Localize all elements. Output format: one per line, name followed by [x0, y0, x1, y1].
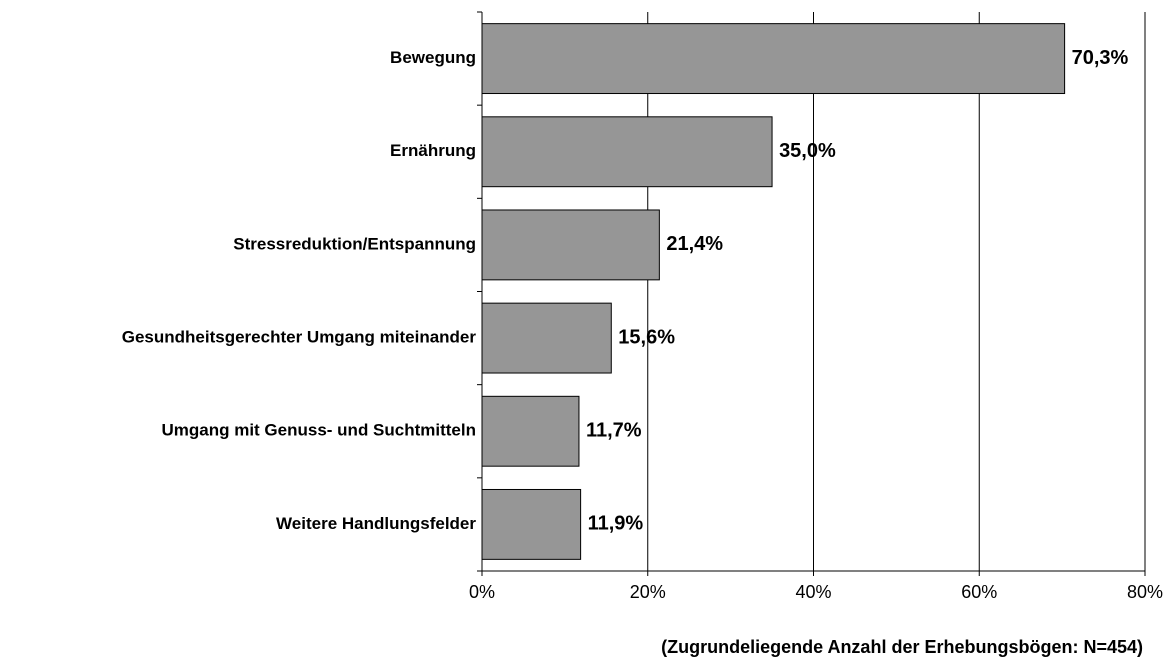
value-label: 35,0% — [779, 140, 836, 162]
value-label: 15,6% — [618, 326, 675, 348]
bar — [481, 116, 773, 188]
category-label: Stressreduktion/Entspannung — [233, 234, 476, 253]
category-label: Umgang mit Genuss- und Suchtmitteln — [161, 421, 476, 440]
bar — [481, 395, 580, 467]
value-label: 11,9% — [588, 513, 644, 535]
category-label: Weitere Handlungsfelder — [276, 514, 476, 533]
bar — [481, 488, 582, 560]
x-tick-label: 20% — [630, 582, 666, 602]
bar — [481, 209, 660, 281]
category-label: Bewegung — [390, 48, 476, 67]
x-tick-label: 40% — [795, 582, 831, 602]
bar — [481, 23, 1066, 95]
note: (Zugrundeliegende Anzahl der Erhebungsbö… — [661, 637, 1143, 657]
bar — [481, 302, 612, 374]
x-tick-label: 60% — [961, 582, 997, 602]
value-label: 21,4% — [666, 233, 723, 255]
category-label: Gesundheitsgerechter Umgang miteinander — [122, 328, 477, 347]
x-tick-label: 0% — [469, 582, 495, 602]
x-tick-label: 80% — [1127, 582, 1163, 602]
value-label: 11,7% — [586, 420, 642, 442]
value-label: 70,3% — [1072, 47, 1129, 69]
category-label: Ernährung — [390, 141, 476, 160]
